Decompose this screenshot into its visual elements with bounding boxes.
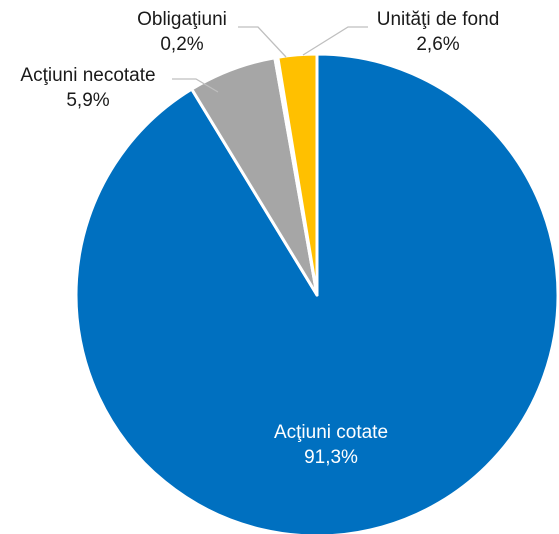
leader-line-obligatiuni <box>238 26 287 58</box>
data-label-obligatiuni-name: Obligaţiuni <box>137 9 227 30</box>
data-label-obligatiuni-value: 0,2% <box>160 34 203 55</box>
data-label-actiuni-cotate-name: Acţiuni cotate <box>274 422 388 443</box>
leader-line-actiuni-necotate <box>172 78 219 93</box>
data-label-actiuni-necotate-value: 5,9% <box>66 90 109 111</box>
data-label-unitati-de-fond-value: 2,6% <box>416 34 459 55</box>
pie-slices <box>74 52 559 534</box>
data-label-unitati-de-fond-name: Unităţi de fond <box>377 9 500 30</box>
slice-actiuni-cotate <box>74 52 559 534</box>
slice-unitati-de-fond <box>276 52 319 297</box>
data-labels: Acţiuni cotate 91,3% Acţiuni necotate 5,… <box>20 9 499 468</box>
leader-line-unitati-de-fond <box>302 26 368 56</box>
leader-lines <box>172 26 368 93</box>
data-label-actiuni-necotate-name: Acţiuni necotate <box>20 65 155 86</box>
data-label-actiuni-cotate-value: 91,3% <box>304 447 358 468</box>
